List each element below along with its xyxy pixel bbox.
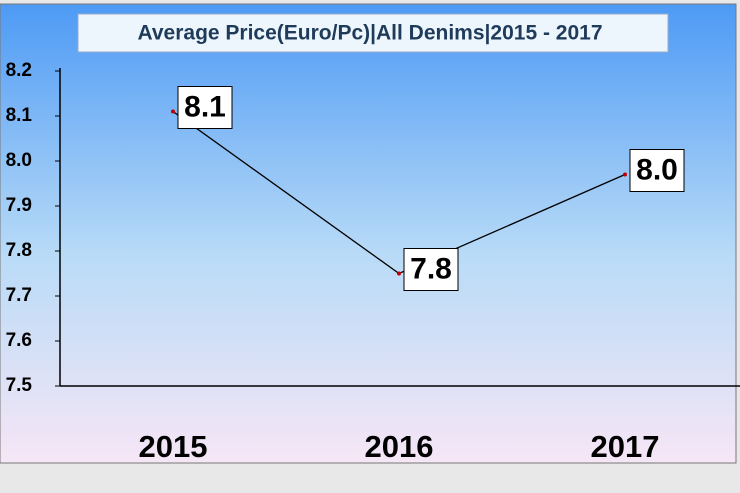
- y-tick-label: 8.0: [6, 150, 32, 171]
- chart-title: Average Price(Euro/Pc)|All Denims|2015 -…: [137, 22, 602, 45]
- data-label-box: [629, 149, 685, 192]
- point: [623, 172, 627, 177]
- y-tick-label: 8.1: [6, 105, 33, 126]
- y-tick-label: 7.9: [6, 195, 32, 216]
- y-tick-label: 7.8: [6, 240, 32, 261]
- y-tick-label: 7.7: [6, 285, 32, 306]
- y-tick-label: 7.6: [6, 330, 32, 351]
- data-label: 8.1: [184, 90, 226, 123]
- chart-background: [0, 3, 737, 464]
- x-tick-label: 2015: [139, 429, 208, 464]
- data-label-box: [177, 86, 233, 129]
- data-label: 8.0: [636, 153, 678, 186]
- x-tick-label: 2017: [591, 429, 660, 464]
- data-label-box: [403, 248, 459, 291]
- y-tick-label: 7.5: [6, 375, 33, 396]
- point: [171, 109, 175, 114]
- y-tick-label: 8.2: [6, 60, 32, 81]
- x-tick-label: 2016: [365, 429, 434, 464]
- title-box: [77, 13, 669, 53]
- point: [397, 271, 401, 276]
- data-label: 7.8: [410, 252, 452, 285]
